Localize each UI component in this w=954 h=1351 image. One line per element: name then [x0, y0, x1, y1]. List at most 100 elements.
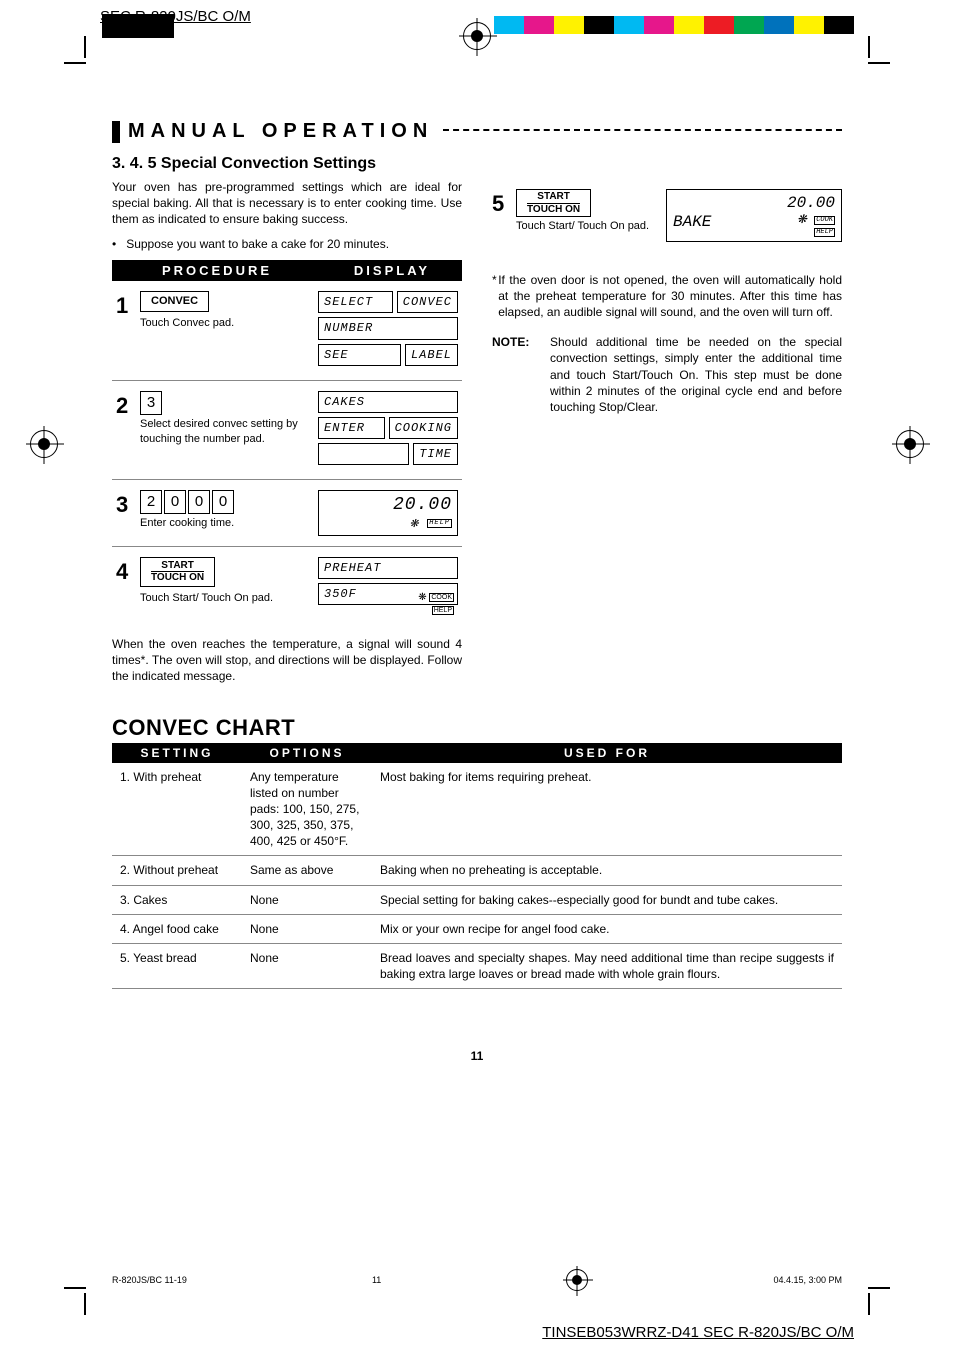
after-steps-text: When the oven reaches the temperature, a…	[112, 636, 462, 685]
section-title: MANUAL OPERATION	[128, 120, 433, 143]
subsection-title: 3. 4. 5 Special Convection Settings	[112, 155, 842, 173]
step5-button-line1: START	[527, 191, 580, 203]
proc-head-col1: PROCEDURE	[112, 262, 322, 280]
footer-left: R-820JS/BC 11-19	[112, 1275, 187, 1285]
lcd-line: 20.00❋ HELP	[318, 490, 458, 535]
step-number: 3	[116, 490, 140, 520]
header-bar-icon	[112, 121, 120, 143]
print-blocks	[102, 14, 174, 38]
convec-chart-table: SETTING OPTIONS USED FOR 1. With preheat…	[112, 743, 842, 990]
digit-key: 0	[164, 490, 186, 514]
table-cell: Bread loaves and specialty shapes. May n…	[372, 944, 842, 989]
step-text: Touch Start/ Touch On pad.	[140, 591, 318, 606]
table-row: 2. Without preheatSame as aboveBaking wh…	[112, 856, 842, 885]
color-swatch	[584, 16, 614, 34]
help-icon: HELP	[432, 606, 454, 615]
convec-head-options: OPTIONS	[242, 743, 372, 763]
step-text: Select desired convec setting by touchin…	[140, 417, 318, 447]
step-body: CONVEC Touch Convec pad.	[140, 291, 318, 331]
table-cell: Baking when no preheating is acceptable.	[372, 856, 842, 885]
table-cell: Any temperature listed on number pads: 1…	[242, 763, 372, 856]
cook-icon: COOK	[429, 593, 454, 602]
footnote: * If the oven door is not opened, the ov…	[492, 272, 842, 321]
step5-lcd-time: 20.00	[673, 194, 835, 213]
footer-right: 04.4.15, 3:00 PM	[773, 1275, 842, 1285]
step-button: STARTTOUCH ON	[140, 557, 215, 587]
footer-row: R-820JS/BC 11-19 11 04.4.15, 3:00 PM	[112, 1269, 842, 1291]
lcd-cell	[318, 443, 409, 465]
color-swatch	[764, 16, 794, 34]
crop-mark	[868, 36, 896, 64]
table-row: 5. Yeast breadNoneBread loaves and speci…	[112, 944, 842, 989]
step5-display: 20.00 BAKE ❋ COOKHELP	[666, 189, 842, 242]
doc-code-bottom: TINSEB053WRRZ-D41 SEC R-820JS/BC O/M	[542, 1324, 854, 1341]
display-cell: PREHEAT350F❋ COOKHELP	[318, 557, 458, 618]
step5-text: Touch Start/ Touch On pad.	[516, 219, 666, 234]
registration-target-bottom	[566, 1269, 588, 1291]
color-swatch	[734, 16, 764, 34]
table-cell: 3. Cakes	[112, 885, 242, 914]
table-cell: 5. Yeast bread	[112, 944, 242, 989]
lcd-cell: SELECT	[318, 291, 393, 313]
lcd-cell: PREHEAT	[318, 557, 458, 579]
step5-button-line2: TOUCH ON	[527, 203, 580, 216]
bullet-dot-icon: •	[112, 236, 116, 252]
step-number: 2	[116, 391, 140, 421]
step5-row: 5 START TOUCH ON Touch Start/ Touch On p…	[492, 189, 842, 242]
digit-key: 0	[188, 490, 210, 514]
step-button: CONVEC	[140, 291, 209, 312]
crop-mark	[868, 1287, 896, 1315]
step-text: Enter cooking time.	[140, 516, 318, 531]
note-text: Should additional time be needed on the …	[550, 334, 842, 415]
color-swatch	[644, 16, 674, 34]
table-cell: None	[242, 885, 372, 914]
color-swatch	[794, 16, 824, 34]
display-cell: 20.00❋ HELP	[318, 490, 458, 535]
color-swatch	[674, 16, 704, 34]
lcd-cell: TIME	[413, 443, 458, 465]
convec-chart-title: CONVEC CHART	[112, 715, 842, 741]
color-swatch	[704, 16, 734, 34]
color-calibration-bar	[494, 16, 854, 34]
lcd-cell: SEE	[318, 344, 401, 366]
color-swatch	[554, 16, 584, 34]
step-body: STARTTOUCH ON Touch Start/ Touch On pad.	[140, 557, 318, 606]
step5-number: 5	[492, 189, 516, 219]
table-cell: Special setting for baking cakes--especi…	[372, 885, 842, 914]
section-header: MANUAL OPERATION	[112, 120, 842, 143]
header-dashes	[443, 129, 842, 131]
procedure-table: PROCEDURE DISPLAY 1CONVECTouch Convec pa…	[112, 260, 462, 628]
display-cell: CAKESENTERCOOKINGTIME	[318, 391, 458, 470]
table-cell: None	[242, 914, 372, 943]
digit-key: 3	[140, 391, 162, 415]
step-number: 4	[116, 557, 140, 587]
proc-row: 1CONVECTouch Convec pad.SELECTCONVECNUMB…	[112, 281, 462, 381]
registration-target-right	[896, 430, 924, 458]
registration-target-top	[463, 22, 491, 50]
table-cell: Mix or your own recipe for angel food ca…	[372, 914, 842, 943]
note-label: NOTE:	[492, 334, 550, 415]
display-cell: SELECTCONVECNUMBERSEELABEL	[318, 291, 458, 370]
note-block: NOTE: Should additional time be needed o…	[492, 334, 842, 415]
convec-head-setting: SETTING	[112, 743, 242, 763]
lcd-cell: NUMBER	[318, 317, 458, 339]
crop-mark	[58, 1287, 86, 1315]
table-row: 3. CakesNoneSpecial setting for baking c…	[112, 885, 842, 914]
color-swatch	[824, 16, 854, 34]
proc-head-col2: DISPLAY	[322, 262, 462, 280]
convec-head-usedfor: USED FOR	[372, 743, 842, 763]
crop-mark	[58, 36, 86, 64]
step-body: 2000Enter cooking time.	[140, 490, 318, 531]
page-number: 11	[112, 1049, 842, 1063]
intro-text: Your oven has pre-programmed settings wh…	[112, 179, 462, 228]
table-cell: 4. Angel food cake	[112, 914, 242, 943]
step-text: Touch Convec pad.	[140, 316, 318, 331]
lcd-cell: CAKES	[318, 391, 458, 413]
proc-row: 4STARTTOUCH ON Touch Start/ Touch On pad.…	[112, 547, 462, 628]
color-swatch	[494, 16, 524, 34]
registration-target-left	[30, 430, 58, 458]
lcd-cell: COOKING	[389, 417, 458, 439]
table-cell: Most baking for items requiring preheat.	[372, 763, 842, 856]
footer-center: 11	[372, 1275, 381, 1285]
step-body: 3Select desired convec setting by touchi…	[140, 391, 318, 447]
